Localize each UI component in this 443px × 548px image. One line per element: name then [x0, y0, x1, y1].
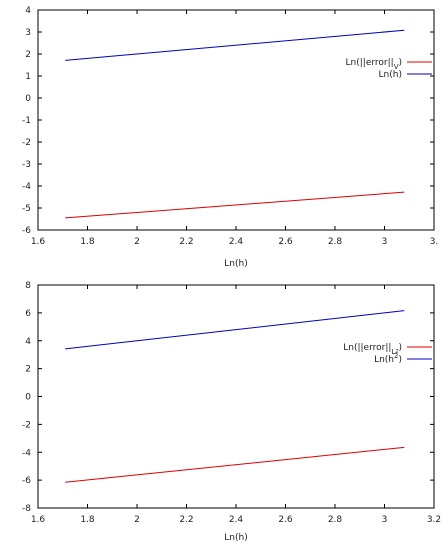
x-tick-label: 1.6 [31, 515, 46, 525]
y-tick-label: -6 [22, 476, 31, 486]
y-tick-label: -1 [22, 116, 31, 126]
legend-label: Ln(||error||V) [346, 58, 402, 71]
x-tick-label: 3 [382, 237, 388, 247]
y-tick-label: 6 [25, 309, 31, 319]
series-line [65, 310, 405, 350]
x-tick-label: 2.8 [328, 515, 343, 525]
plot-frame [37, 284, 435, 509]
x-tick-label: 2 [134, 237, 140, 247]
x-axis-label: Ln(h) [224, 533, 247, 543]
y-tick-label: -4 [22, 182, 31, 192]
x-tick-label: 1.8 [80, 515, 95, 525]
y-tick-label: 4 [25, 6, 31, 16]
x-tick-label: 2.6 [278, 515, 293, 525]
y-tick-label: 2 [25, 365, 31, 375]
y-tick-label: -8 [22, 504, 31, 514]
series-line [65, 446, 405, 483]
x-tick-label: 2.2 [179, 515, 193, 525]
y-tick-label: 1 [25, 72, 31, 82]
y-tick-label: 3 [25, 28, 31, 38]
chart-top: -6 -5 -4 -3 -2 -1 0 1 2 3 4 1.6 1.8 2 2.2 2.4 2.6 2.8 3 3. L… [22, 6, 438, 269]
x-tick-label: 2 [134, 515, 140, 525]
y-tick-label: -2 [22, 420, 31, 430]
y-tick-label: 4 [25, 337, 31, 347]
x-tick-label: 1.8 [80, 237, 95, 247]
x-tick-label: 3. [430, 237, 439, 247]
series-line [65, 191, 405, 219]
x-axis-label: Ln(h) [224, 259, 247, 269]
x-tick-label: 3 [382, 515, 388, 525]
y-tick-label: 0 [25, 393, 31, 403]
y-tick-label: 2 [25, 50, 31, 60]
y-tick-label: -4 [22, 448, 31, 458]
y-tick-label: 8 [25, 281, 31, 291]
y-tick-label: -2 [22, 138, 31, 148]
legend-label: Ln(h) [379, 70, 402, 80]
x-tick-label: 2.4 [229, 237, 244, 247]
plot-frame [37, 9, 435, 231]
y-tick-label: -6 [22, 226, 31, 236]
y-tick-label: 0 [25, 94, 31, 104]
y-tick-label: -3 [22, 160, 31, 170]
x-tick-label: 1.6 [31, 237, 46, 247]
x-tick-label: 2.6 [278, 237, 293, 247]
x-tick-label: 2.8 [328, 237, 343, 247]
series-line [65, 29, 405, 61]
y-tick-label: -5 [22, 204, 31, 214]
chart-bottom: -8 -6 -4 -2 0 2 4 6 8 1.6 1.8 2 2.2 2.4 2.6 2.8 3 3.2 Ln(h… [22, 281, 441, 543]
x-tick-label: 2.4 [229, 515, 244, 525]
legend-label: Ln(h2) [374, 352, 402, 365]
x-tick-label: 2.2 [179, 237, 193, 247]
x-tick-label: 3.2 [427, 515, 441, 525]
legend-label: Ln(||error||L2) [343, 343, 402, 356]
